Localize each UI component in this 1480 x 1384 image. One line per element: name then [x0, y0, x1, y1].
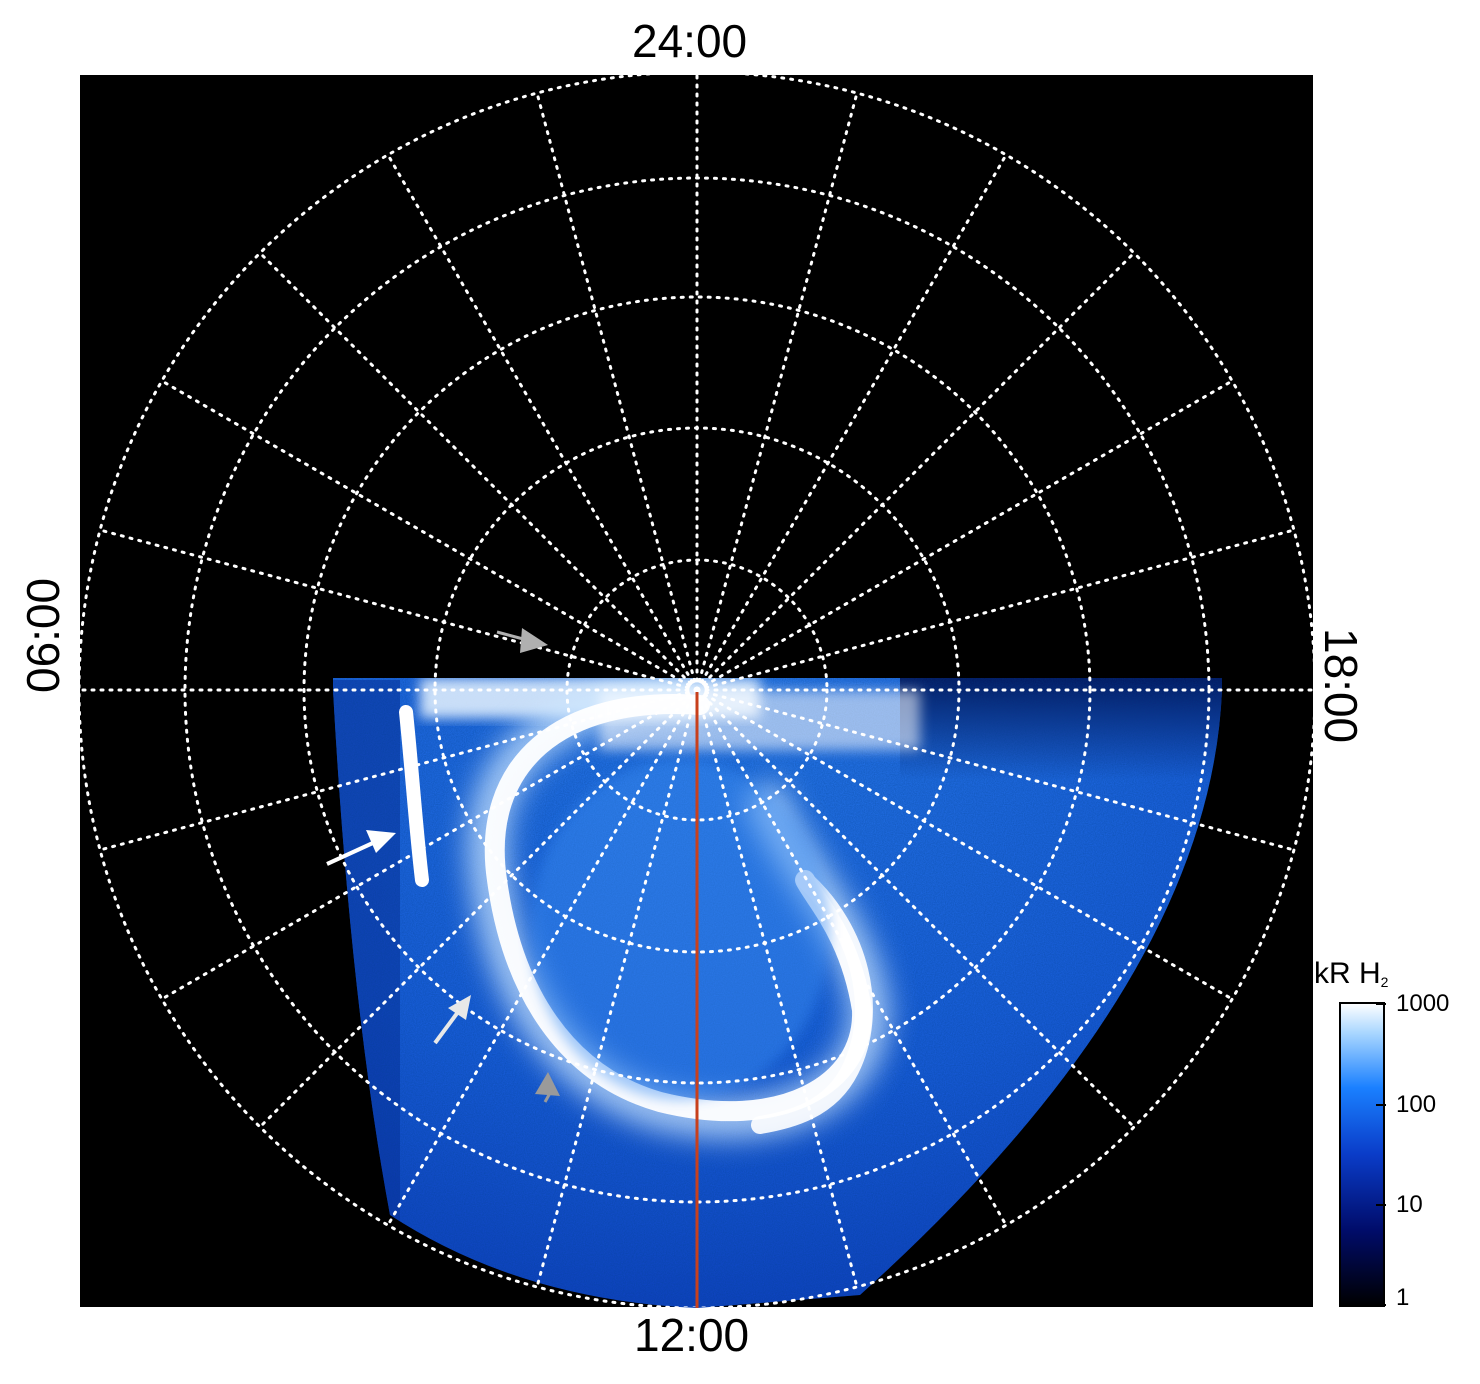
label-dawn: 06:00	[17, 577, 69, 693]
secondary-arc	[399, 705, 429, 887]
colorbar-ticks	[1376, 1003, 1386, 1306]
label-midnight: 24:00	[632, 15, 748, 67]
label-dusk: 18:00	[1315, 628, 1367, 744]
colorbar-tick-100: 100	[1396, 1091, 1437, 1118]
colorbar-title: kR H2	[1314, 957, 1389, 990]
colorbar-tick-1000: 1000	[1396, 990, 1450, 1017]
gray-arrow-top	[496, 628, 548, 653]
label-noon: 12:00	[634, 1309, 750, 1361]
colorbar	[1339, 1002, 1385, 1307]
polar-grid	[80, 75, 1313, 1307]
colorbar-title-subscript: 2	[1380, 974, 1389, 990]
white-arrow-lower	[433, 995, 471, 1045]
colorbar-tick-10: 10	[1396, 1191, 1423, 1218]
gray-arrow-bottom	[535, 1072, 560, 1103]
colorbar-tick-1: 1	[1396, 1284, 1410, 1311]
aurora-data	[333, 678, 1222, 1308]
white-arrow-upper	[326, 830, 396, 866]
